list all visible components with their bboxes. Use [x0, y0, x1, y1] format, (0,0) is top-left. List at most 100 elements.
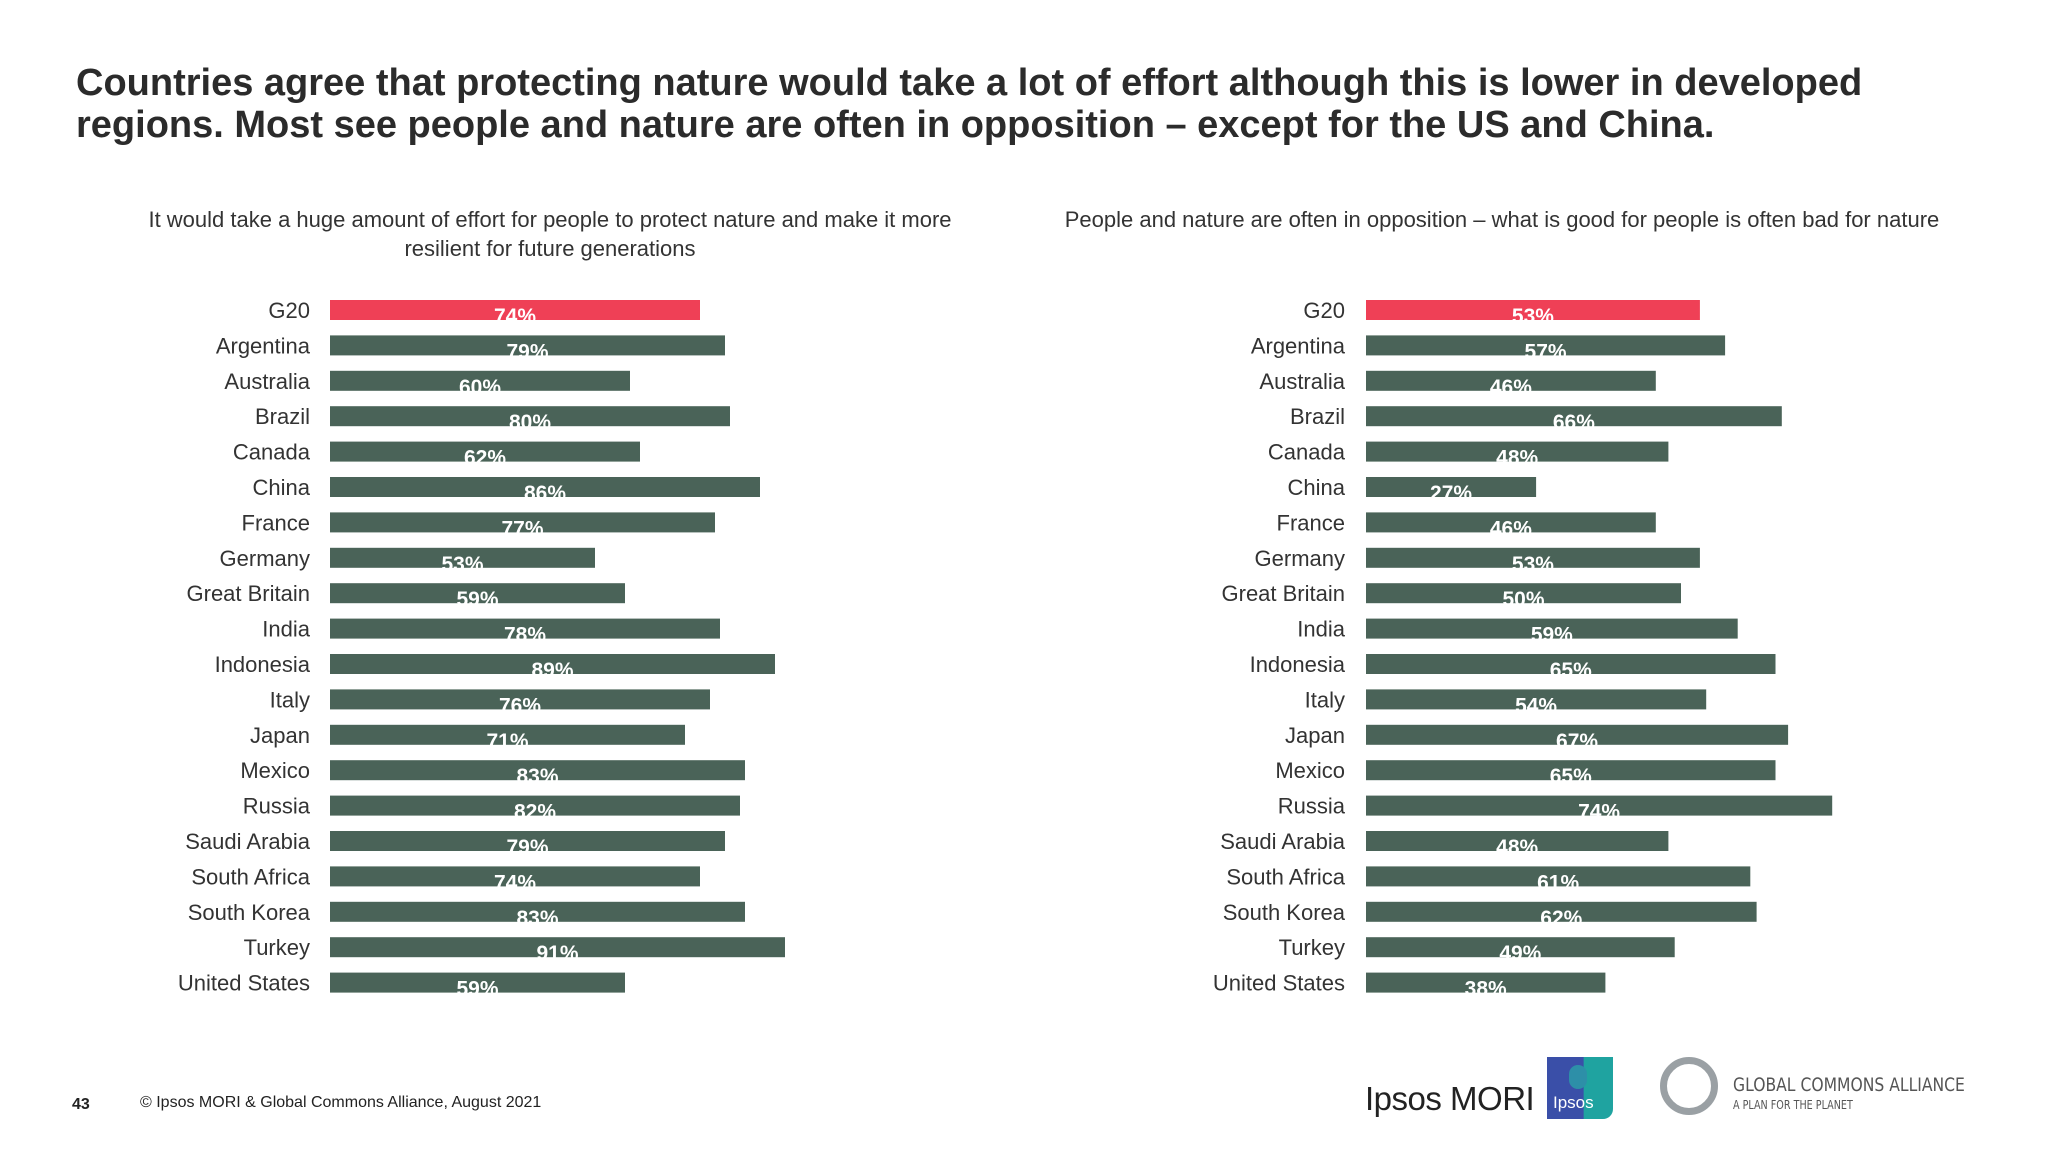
- bar: [330, 972, 625, 993]
- value-label: 82%: [514, 801, 556, 824]
- value-label: 76%: [499, 694, 541, 717]
- bar: [1366, 512, 1656, 533]
- category-label: Saudi Arabia: [185, 829, 311, 854]
- category-label: Italy: [270, 687, 310, 712]
- category-label: South Korea: [1223, 900, 1346, 925]
- bar: [1366, 937, 1675, 958]
- category-label: South Africa: [1226, 864, 1345, 889]
- value-label: 50%: [1502, 588, 1544, 611]
- category-label: Japan: [1285, 723, 1345, 748]
- value-label: 66%: [1553, 411, 1595, 434]
- category-label: Brazil: [1290, 404, 1345, 429]
- value-label: 61%: [1537, 871, 1579, 894]
- category-label: Australia: [224, 369, 310, 394]
- category-label: South Africa: [191, 864, 310, 889]
- category-label: China: [253, 475, 311, 500]
- ipsos-logo: Ipsos: [1547, 1057, 1613, 1119]
- value-label: 59%: [456, 978, 498, 1001]
- value-label: 53%: [441, 553, 483, 576]
- category-label: France: [1277, 510, 1345, 535]
- bar: [1366, 654, 1776, 674]
- category-label: China: [1288, 475, 1346, 500]
- category-label: United States: [178, 971, 310, 996]
- bar: [330, 477, 760, 497]
- bar: [330, 335, 725, 356]
- page-number: 43: [72, 1096, 90, 1113]
- value-label: 53%: [1512, 553, 1554, 576]
- category-label: Canada: [1268, 440, 1346, 465]
- category-label: Australia: [1259, 369, 1345, 394]
- value-label: 74%: [494, 871, 536, 894]
- bar: [1366, 618, 1738, 639]
- value-label: 53%: [1512, 305, 1554, 328]
- category-label: G20: [268, 298, 310, 323]
- bar: [1366, 901, 1757, 922]
- bar: [330, 724, 685, 745]
- ipsos-mori-logo: Ipsos MORI: [1365, 1080, 1535, 1117]
- bar: [1366, 689, 1707, 710]
- bar: [330, 760, 745, 781]
- value-label: 78%: [504, 624, 546, 647]
- category-label: Great Britain: [187, 581, 311, 606]
- category-label: Turkey: [1279, 935, 1345, 960]
- value-label: 48%: [1496, 836, 1538, 859]
- bar: [330, 795, 740, 816]
- value-label: 62%: [464, 447, 506, 470]
- bar: [1366, 406, 1782, 427]
- category-label: Indonesia: [1250, 652, 1346, 677]
- bar: [330, 901, 745, 922]
- bar: [1366, 477, 1537, 497]
- ipsos-head-icon: [1569, 1065, 1587, 1089]
- value-label: 49%: [1499, 942, 1541, 965]
- bar: [1366, 760, 1776, 781]
- value-label: 79%: [506, 836, 548, 859]
- category-label: Turkey: [244, 935, 310, 960]
- category-label: Great Britain: [1222, 581, 1346, 606]
- left-chart-title: It would take a huge amount of effort fo…: [148, 207, 952, 261]
- value-label: 59%: [1531, 624, 1573, 647]
- bar: [1366, 370, 1656, 391]
- value-label: 80%: [509, 411, 551, 434]
- category-label: Japan: [250, 723, 310, 748]
- gca-tagline: A PLAN FOR THE PLANET: [1733, 1098, 1853, 1112]
- bar: [330, 937, 785, 958]
- value-label: 54%: [1515, 694, 1557, 717]
- category-label: Indonesia: [215, 652, 311, 677]
- category-label: G20: [1303, 298, 1345, 323]
- category-label: Italy: [1305, 687, 1345, 712]
- category-label: Argentina: [216, 333, 311, 358]
- value-label: 77%: [501, 517, 543, 540]
- value-label: 57%: [1525, 340, 1567, 363]
- value-label: 65%: [1550, 765, 1592, 788]
- value-label: 67%: [1556, 730, 1598, 753]
- value-label: 74%: [1578, 801, 1620, 824]
- category-label: Saudi Arabia: [1220, 829, 1346, 854]
- bar: [330, 512, 715, 533]
- bar: [1366, 795, 1833, 816]
- value-label: 27%: [1430, 482, 1472, 505]
- category-label: South Korea: [188, 900, 311, 925]
- bar: [1366, 300, 1700, 320]
- bar: [330, 583, 625, 604]
- category-label: Russia: [1278, 794, 1346, 819]
- ipsos-logo-text: Ipsos: [1553, 1093, 1594, 1112]
- value-label: 91%: [536, 942, 578, 965]
- bar: [330, 689, 710, 710]
- bar: [1366, 831, 1669, 851]
- page-title: Countries agree that protecting nature w…: [76, 62, 1863, 146]
- category-label: France: [242, 510, 310, 535]
- category-label: United States: [1213, 971, 1345, 996]
- value-label: 83%: [516, 907, 558, 930]
- category-label: Canada: [233, 440, 311, 465]
- value-label: 60%: [459, 376, 501, 399]
- bar: [1366, 972, 1606, 993]
- global-commons-circle-icon: [1660, 1057, 1718, 1115]
- value-label: 89%: [531, 659, 573, 682]
- value-label: 65%: [1550, 659, 1592, 682]
- bar: [1366, 724, 1789, 745]
- value-label: 48%: [1496, 447, 1538, 470]
- value-label: 38%: [1465, 978, 1507, 1001]
- category-label: Russia: [243, 794, 311, 819]
- bar: [1366, 547, 1700, 568]
- bar: [330, 300, 700, 320]
